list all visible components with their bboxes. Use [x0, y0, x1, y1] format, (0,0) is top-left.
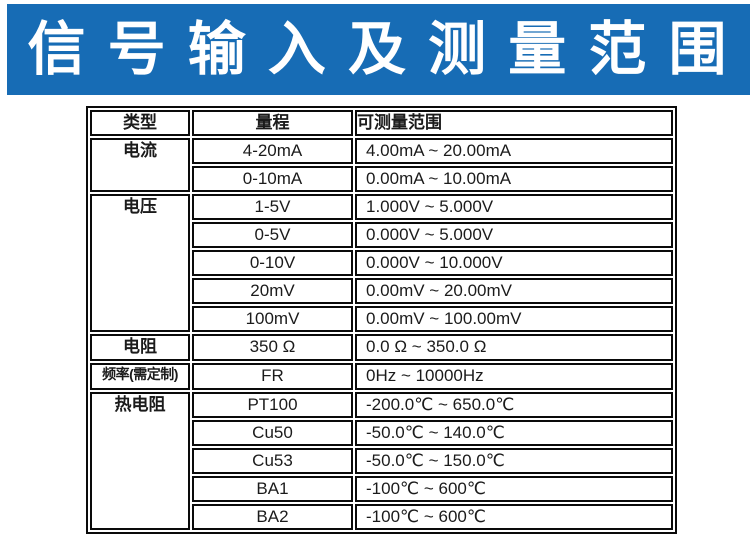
table-row: Cu53 -50.0℃ ~ 150.0℃	[90, 448, 673, 474]
range-cell: 0-10V	[192, 250, 353, 276]
type-cell: 频率(需定制)	[90, 363, 190, 390]
measure-cell: 0.000V ~ 5.000V	[355, 222, 673, 248]
table-row: 热电阻 PT100 -200.0℃ ~ 650.0℃	[90, 392, 673, 530]
range-cell: 0-10mA	[192, 166, 353, 192]
table-row: 电流 4-20mA 4.00mA ~ 20.00mA	[90, 138, 673, 192]
column-header-type: 类型	[90, 110, 190, 136]
measure-cell: -50.0℃ ~ 150.0℃	[355, 448, 673, 474]
range-cell: 0-5V	[192, 222, 353, 248]
table-row: 0-10V 0.000V ~ 10.000V	[90, 250, 673, 276]
table-row: Cu50 -50.0℃ ~ 140.0℃	[90, 420, 673, 446]
measure-cell: 0.00mA ~ 10.00mA	[355, 166, 673, 192]
range-cell: BA1	[192, 476, 353, 502]
table-header-row: 类型 量程 可测量范围	[90, 110, 673, 136]
signal-range-table: 类型 量程 可测量范围 电流 4-20mA 4.00mA ~ 20.00mA 0-10…	[86, 106, 677, 534]
range-cell: PT100	[192, 392, 353, 418]
column-header-range: 量程	[192, 110, 353, 136]
measure-cell: 0.00mV ~ 100.00mV	[355, 306, 673, 332]
table-row: 0-5V 0.000V ~ 5.000V	[90, 222, 673, 248]
range-cell: BA2	[192, 504, 353, 530]
measure-cell: 0.000V ~ 10.000V	[355, 250, 673, 276]
range-cell: 20mV	[192, 278, 353, 304]
type-cell: 电阻	[90, 334, 190, 361]
table-row: 电压 1-5V 1.000V ~ 5.000V	[90, 194, 673, 332]
table-row: BA2 -100℃ ~ 600℃	[90, 504, 673, 530]
table-row: BA1 -100℃ ~ 600℃	[90, 476, 673, 502]
measure-cell: -50.0℃ ~ 140.0℃	[355, 420, 673, 446]
type-cell: 电流	[90, 138, 190, 192]
type-cell: 热电阻	[90, 392, 190, 530]
measure-cell: 0.00mV ~ 20.00mV	[355, 278, 673, 304]
range-cell: 350 Ω	[192, 334, 353, 361]
table-row: 0-10mA 0.00mA ~ 10.00mA	[90, 166, 673, 192]
table-row: 频率(需定制) FR 0Hz ~ 10000Hz	[90, 363, 673, 390]
table-row: 电阻 350 Ω 0.0 Ω ~ 350.0 Ω	[90, 334, 673, 361]
measure-cell: 0Hz ~ 10000Hz	[355, 363, 673, 390]
range-cell: 4-20mA	[192, 138, 353, 164]
table-row: 100mV 0.00mV ~ 100.00mV	[90, 306, 673, 332]
page-title: 信 号 输 入 及 测 量 范 围	[27, 16, 730, 82]
table-row: 20mV 0.00mV ~ 20.00mV	[90, 278, 673, 304]
measure-cell: 0.0 Ω ~ 350.0 Ω	[355, 334, 673, 361]
measure-cell: 4.00mA ~ 20.00mA	[355, 138, 673, 164]
column-header-measurable-range: 可测量范围	[355, 110, 673, 136]
range-cell: Cu53	[192, 448, 353, 474]
measure-cell: 1.000V ~ 5.000V	[355, 194, 673, 220]
measure-cell: -200.0℃ ~ 650.0℃	[355, 392, 673, 418]
range-cell: 1-5V	[192, 194, 353, 220]
range-cell: FR	[192, 363, 353, 390]
range-cell: 100mV	[192, 306, 353, 332]
title-banner: 信 号 输 入 及 测 量 范 围	[7, 4, 750, 95]
measure-cell: -100℃ ~ 600℃	[355, 504, 673, 530]
range-cell: Cu50	[192, 420, 353, 446]
type-cell: 电压	[90, 194, 190, 332]
measure-cell: -100℃ ~ 600℃	[355, 476, 673, 502]
